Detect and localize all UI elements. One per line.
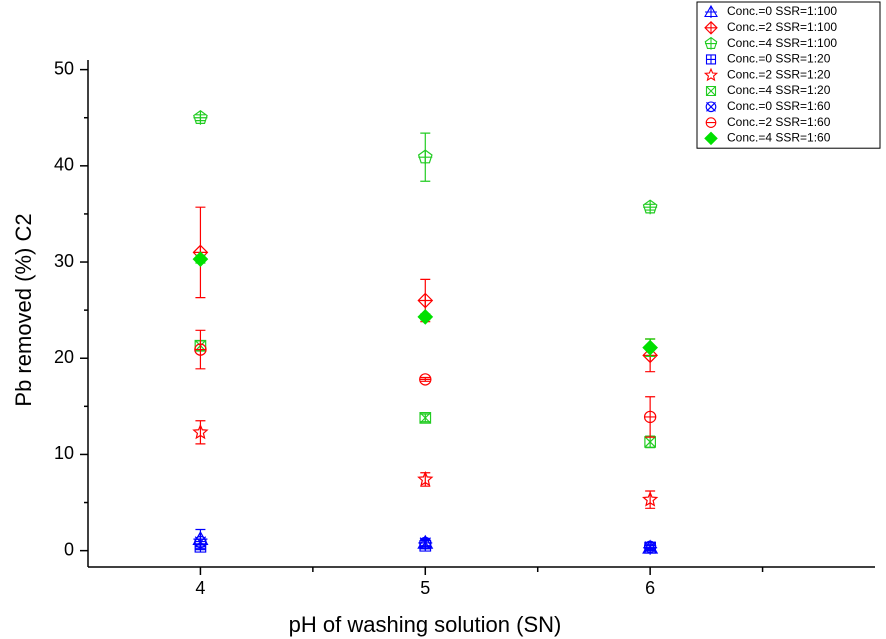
marker	[642, 199, 658, 215]
marker	[643, 410, 657, 424]
y-tick-label: 30	[54, 251, 74, 271]
legend-label: Conc.=0 SSR=1:60	[727, 99, 831, 113]
marker	[641, 491, 659, 507]
y-tick-label: 50	[54, 58, 74, 78]
marker	[194, 535, 207, 549]
x-tick-label: 5	[420, 578, 430, 598]
legend-marker	[704, 4, 718, 18]
legend-marker	[705, 54, 717, 65]
y-axis-label: Pb removed (%) C2	[11, 213, 36, 406]
legend-label: Conc.=2 SSR=1:60	[727, 115, 831, 129]
legend-box	[696, 1, 881, 149]
x-tick-label: 4	[195, 578, 205, 598]
marker	[417, 149, 433, 165]
marker	[642, 339, 658, 356]
x-tick-label: 6	[645, 578, 655, 598]
legend-label: Conc.=2 SSR=1:100	[727, 20, 837, 34]
legend-marker	[705, 117, 717, 128]
legend-label: Conc.=0 SSR=1:20	[727, 52, 831, 66]
marker	[417, 470, 434, 487]
y-tick-label: 10	[54, 443, 74, 463]
legend-label: Conc.=4 SSR=1:100	[727, 36, 837, 50]
legend-label: Conc.=4 SSR=1:20	[727, 83, 831, 97]
marker	[417, 292, 434, 309]
legend-marker	[705, 85, 717, 97]
marker	[192, 423, 209, 440]
marker	[643, 540, 657, 553]
marker	[194, 343, 207, 356]
legend-label: Conc.=2 SSR=1:20	[727, 67, 831, 81]
marker	[193, 109, 208, 125]
legend-marker	[704, 21, 718, 35]
legend-marker	[704, 131, 718, 146]
marker	[419, 373, 432, 386]
y-tick-label: 0	[64, 539, 74, 559]
y-tick-label: 20	[54, 347, 74, 367]
legend-label: Conc.=4 SSR=1:60	[727, 131, 831, 145]
legend-marker	[703, 67, 719, 82]
x-axis-label: pH of washing solution (SN)	[289, 612, 562, 637]
marker	[419, 412, 432, 424]
legend-marker	[705, 101, 717, 113]
marker	[192, 251, 209, 267]
y-tick-label: 40	[54, 155, 74, 175]
marker	[419, 536, 432, 550]
legend-marker	[704, 36, 718, 50]
marker	[417, 309, 434, 325]
legend-label: Conc.=0 SSR=1:100	[727, 4, 837, 18]
